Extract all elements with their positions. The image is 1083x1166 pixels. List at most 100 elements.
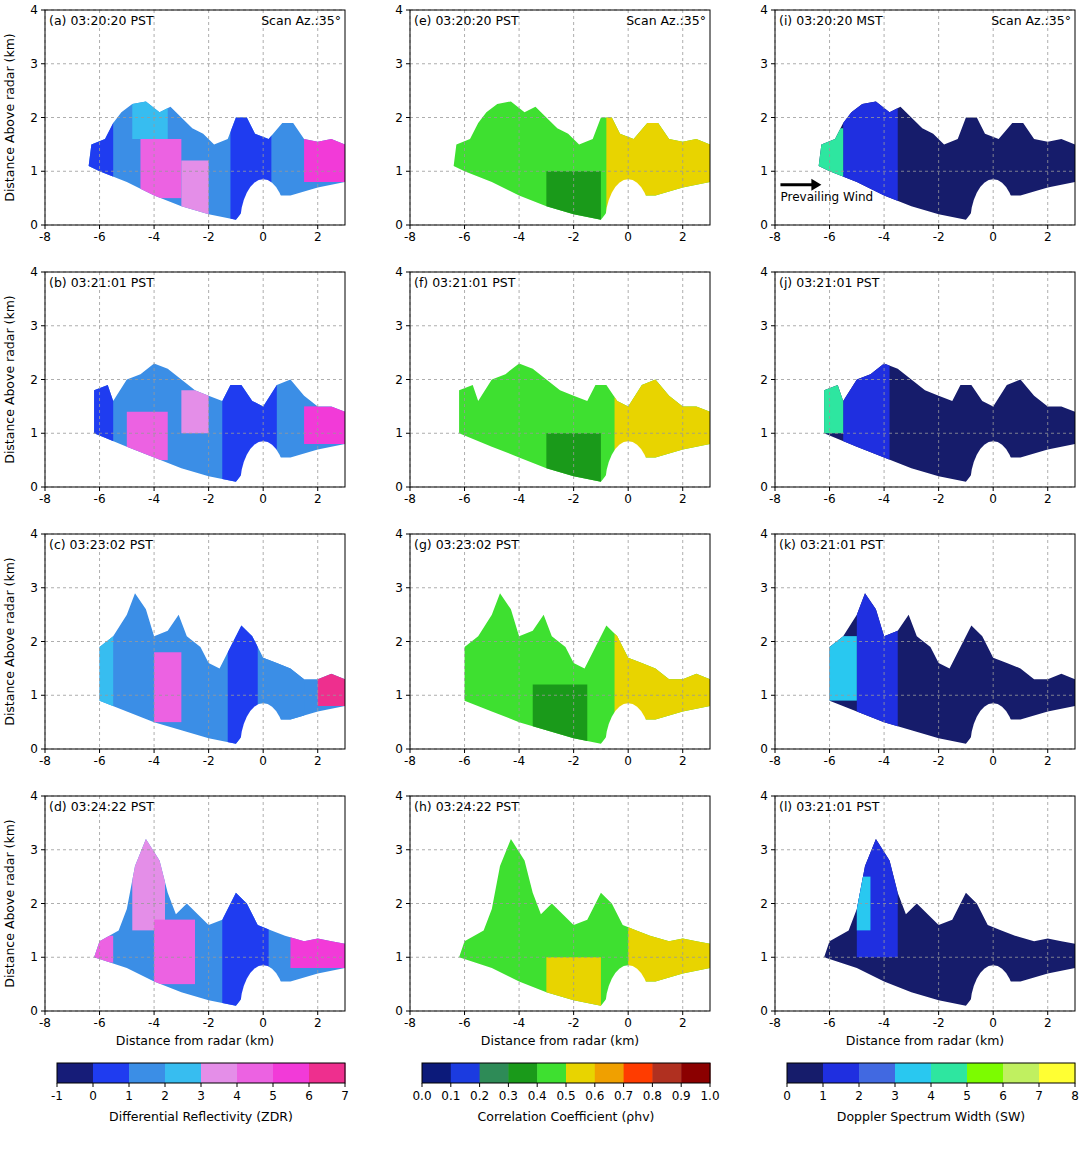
grid-line	[410, 63, 710, 64]
axis-title: Distance Above radar (km)	[2, 819, 17, 988]
tick-label: 1	[760, 688, 768, 702]
grid-line	[775, 325, 1075, 326]
plot-area	[410, 796, 710, 1011]
echo-cell	[181, 390, 208, 433]
tick-label: -8	[769, 230, 781, 244]
tick	[410, 749, 411, 753]
colorbar-bin	[451, 1063, 480, 1083]
tick	[1047, 1011, 1048, 1015]
tick	[208, 749, 209, 753]
echo-base	[410, 534, 710, 749]
tick-label: -2	[203, 754, 215, 768]
panel-label: (j) 03:21:01 PST	[779, 275, 880, 290]
grid-line	[45, 325, 345, 326]
tick	[938, 1011, 939, 1015]
tick	[479, 1083, 480, 1087]
tick	[41, 379, 45, 380]
plot-area	[45, 272, 345, 487]
plot-area	[45, 534, 345, 749]
colorbar-bin	[237, 1063, 274, 1083]
tick	[771, 272, 775, 273]
tick-label: 4	[395, 527, 403, 541]
tick	[628, 487, 629, 491]
tick-label: 0	[624, 230, 632, 244]
tick-label: 0.2	[470, 1089, 489, 1103]
tick	[993, 1011, 994, 1015]
grid-line	[775, 903, 1075, 904]
colorbar-bin	[165, 1063, 202, 1083]
tick	[938, 749, 939, 753]
tick	[931, 1083, 932, 1087]
grid-line	[45, 171, 345, 172]
tick-label: 2	[314, 754, 322, 768]
panel: -8-6-4-20201234(f) 03:21:01 PST	[395, 265, 710, 506]
axis-title: Distance from radar (km)	[116, 1033, 274, 1048]
tick	[1047, 225, 1048, 229]
tick	[993, 749, 994, 753]
panel-label: (a) 03:20:20 PST	[49, 13, 154, 28]
tick	[317, 749, 318, 753]
echo	[45, 10, 345, 225]
colorbar-bin	[508, 1063, 537, 1083]
colorbar-bin	[129, 1063, 166, 1083]
axis-title: Distance Above radar (km)	[2, 33, 17, 202]
tick	[884, 225, 885, 229]
tick	[99, 749, 100, 753]
plot-area	[45, 10, 345, 225]
tick	[93, 1083, 94, 1087]
tick-label: -4	[148, 230, 160, 244]
tick	[771, 796, 775, 797]
plot-area	[775, 534, 1075, 749]
tick	[406, 641, 410, 642]
tick	[165, 1083, 166, 1087]
azimuth-label: Scan Az.:35°	[261, 13, 341, 28]
echo	[410, 534, 710, 749]
tick	[519, 487, 520, 491]
tick-label: -2	[933, 1016, 945, 1030]
tick-label: 0	[989, 492, 997, 506]
tick	[771, 1011, 775, 1012]
tick-label: -6	[459, 230, 471, 244]
tick-label: 0	[989, 230, 997, 244]
colorbar-bin	[967, 1063, 1004, 1083]
tick	[771, 10, 775, 11]
panel-label: (i) 03:20:20 MST	[779, 13, 883, 28]
tick	[309, 1083, 310, 1087]
tick	[771, 534, 775, 535]
tick-label: -8	[39, 230, 51, 244]
tick	[406, 325, 410, 326]
grid-line	[45, 849, 345, 850]
azimuth-label: Scan Az.:35°	[991, 13, 1071, 28]
tick	[406, 849, 410, 850]
tick-label: 2	[1044, 754, 1052, 768]
colorbar-bin	[931, 1063, 968, 1083]
tick	[263, 225, 264, 229]
tick-label: 2	[679, 492, 687, 506]
grid-line	[45, 379, 345, 380]
tick-label: -6	[824, 1016, 836, 1030]
tick-label: -8	[404, 754, 416, 768]
tick	[41, 796, 45, 797]
colorbar-bin	[201, 1063, 238, 1083]
tick	[771, 63, 775, 64]
colorbar-bin	[624, 1063, 653, 1083]
frame	[410, 272, 710, 487]
panel-label: (k) 03:21:01 PST	[779, 537, 884, 552]
tick-label: -2	[933, 230, 945, 244]
tick-label: 0.7	[614, 1089, 633, 1103]
tick-label: 5	[963, 1089, 971, 1103]
tick-label: 7	[1035, 1089, 1043, 1103]
frame	[45, 534, 345, 749]
grid-line	[410, 903, 710, 904]
echo-cell	[533, 685, 588, 750]
echo-cell	[821, 380, 843, 434]
tick	[45, 1011, 46, 1015]
tick-label: 4	[760, 3, 768, 17]
tick	[682, 225, 683, 229]
echo-base	[775, 10, 1075, 225]
tick	[406, 117, 410, 118]
echo-cell	[154, 652, 181, 722]
tick	[508, 1083, 509, 1087]
tick	[771, 117, 775, 118]
colorbar: 0.00.10.20.30.40.50.60.70.80.91.0Correla…	[412, 1063, 719, 1124]
